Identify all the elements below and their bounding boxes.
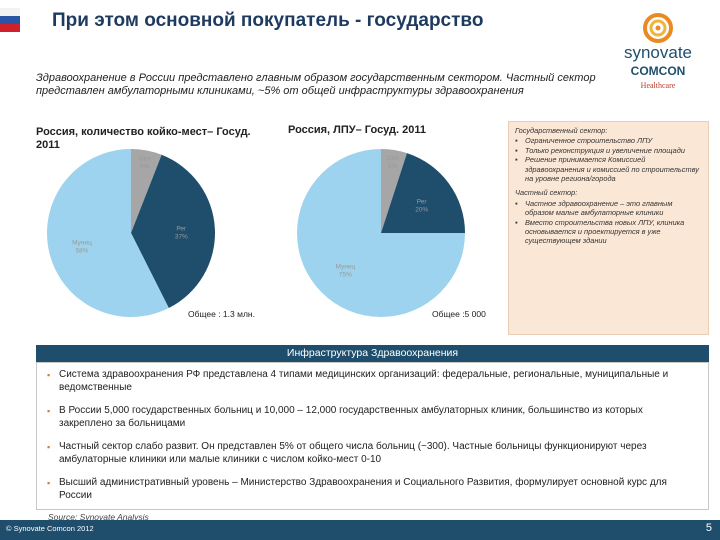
slide-subtitle: Здравоохранение в России представлено гл… [36,72,596,97]
pie-label-value: 5% [388,163,398,170]
pie-label-value: 37% [175,234,188,241]
list-item: Вместо строительства новых ЛПУ, клиника … [515,218,702,246]
gov-sector-list: Ограниченное строительство ЛПУ Только ре… [515,136,702,183]
bullet-icon: ▪ [47,478,51,488]
pie-label-category: Рег [417,198,428,205]
pie-label-category: Рег [176,226,187,233]
pie-slice-2 [381,153,465,233]
infra-bullet: ▪ Частный сектор слабо развит. Он предст… [47,441,697,466]
pie-label-category: Муниц [336,264,356,271]
pie-label-value: 58% [75,248,88,255]
bullet-icon: ▪ [47,406,51,416]
pie-slice-1 [131,149,162,233]
chart-2-total: Общее :5 000 [432,309,486,319]
bullet-text: Частный сектор слабо развит. Он представ… [59,441,647,465]
sector-notes-box: Государственный сектор: Ограниченное стр… [508,121,709,335]
private-sector-list: Частное здравоохранение – это главным об… [515,199,702,246]
pie-label-category: Сел [387,155,399,162]
pie-slice-3 [47,149,169,317]
synovate-swirl-icon: synovate COMCON Healthcare [624,13,692,90]
infra-box: ▪ Система здравоохранения РФ представлен… [36,362,709,510]
bullet-icon: ▪ [47,442,51,452]
page-number: 5 [705,522,712,534]
infra-bullet: ▪ В России 5,000 государственных больниц… [47,405,697,430]
bullet-text: В России 5,000 государственных больниц и… [59,405,643,429]
infra-header: Инфраструктура Здравоохранения [36,345,709,362]
list-item: Частное здравоохранение – это главным об… [515,199,702,218]
list-item: Только реконструкция и увеличение площад… [515,146,702,156]
logo-partner: COMCON [631,64,686,78]
pie-slice-2 [131,154,216,309]
pie-label-value: 6% [140,163,150,170]
logo-division: Healthcare [641,81,676,90]
logo-brand: synovate [624,43,692,62]
infra-bullet: ▪ Высший административный уровень – Мини… [47,477,697,502]
bullet-text: Высший административный уровень – Минист… [59,477,667,501]
copyright: © Synovate Comcon 2012 [6,524,94,533]
source-note: Source: Synovate Analysis [48,512,149,522]
synovate-comcon-logo: synovate COMCON Healthcare [608,10,708,100]
list-item: Решение принимается Комиссией здравоохра… [515,155,702,183]
pie-label-category: Сел [139,155,151,162]
russia-flag-icon [0,8,20,32]
pie-label-value: 20% [415,206,428,213]
pie-label-value: 75% [339,272,352,279]
infra-bullet: ▪ Система здравоохранения РФ представлен… [47,369,697,394]
chart-1-title: Россия, количество койко-мест– Госуд. 20… [36,126,251,151]
gov-sector-header: Государственный сектор: [515,126,608,135]
pie-slice-3 [297,149,465,317]
pie-slice-1 [381,149,407,233]
bullet-icon: ▪ [47,370,51,380]
private-sector-header: Частный сектор: [515,188,578,198]
pie-label-category: Муниц [72,240,92,247]
footer-bar: © Synovate Comcon 2012 5 [0,520,720,540]
list-item: Ограниченное строительство ЛПУ [515,136,702,146]
chart-1-total: Общее : 1.3 млн. [188,309,255,319]
bullet-text: Система здравоохранения РФ представлена … [59,369,669,393]
chart-2-title: Россия, ЛПУ– Госуд. 2011 [288,124,426,136]
page-title: При этом основной покупатель - государст… [52,10,484,31]
